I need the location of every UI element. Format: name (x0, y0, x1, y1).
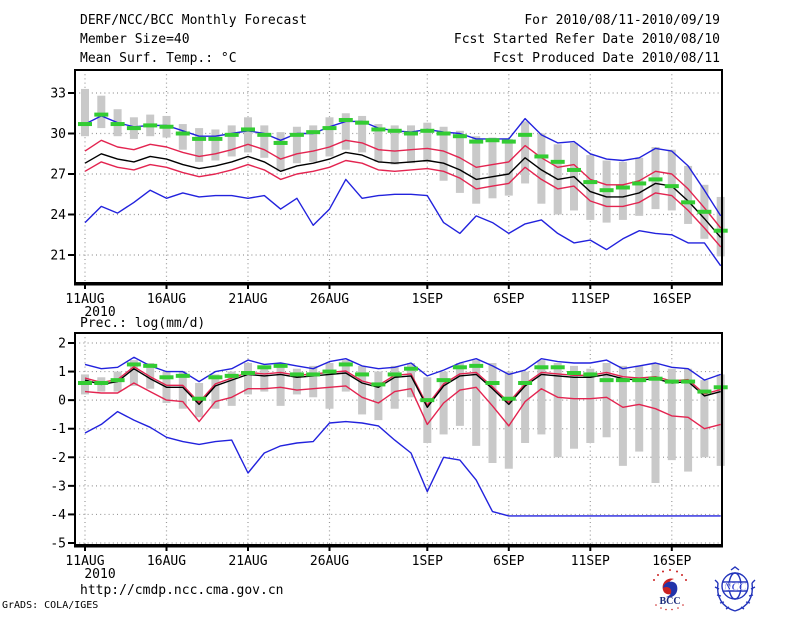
series-ensemble-mean (84, 151, 722, 238)
ncc-wreath-icon (714, 566, 756, 612)
fcst-produced-date: Fcst Produced Date 2010/08/11 (493, 51, 720, 66)
x-tick-label: 11AUG (65, 292, 104, 307)
x-axis-year-label: 2010 (84, 305, 115, 320)
y-tick-label: -1 (50, 422, 66, 437)
x-tick-label: 1SEP (412, 554, 443, 569)
y-tick-label: -2 (50, 451, 66, 466)
y-tick-label: 2 (58, 337, 66, 352)
series-mean-plus-sd (84, 366, 721, 406)
axis-tick-labels: 11AUG 16AUG 21AUG 26AUG 1SEP 6SEP 11SEP 16SEP20… (50, 337, 691, 583)
y-tick-label: 0 (58, 394, 66, 409)
plot-title: DERF/NCC/BCC Monthly Forecast (80, 13, 307, 28)
ncc-logo: NCC (714, 566, 756, 612)
x-tick-label: 16SEP (652, 554, 691, 569)
y-tick-label: 1 (58, 365, 66, 380)
bcc-swirl-icon (662, 578, 678, 598)
series-ensemble-min (84, 178, 722, 267)
ncc-logo-label: NCC (722, 581, 746, 593)
member-size-label: Member Size=40 (80, 32, 190, 47)
series-mean-minus-sd (84, 382, 721, 430)
y-tick-label: 33 (50, 87, 66, 102)
y-tick-label: 24 (50, 208, 66, 223)
y-tick-label: 27 (50, 168, 66, 183)
series-ensemble-min (84, 410, 721, 517)
x-tick-label: 16AUG (147, 292, 186, 307)
series-green-dash-overlay (78, 112, 728, 233)
surface-temperature-chart: 11AUG 16AUG 21AUG 26AUG 1SEP 6SEP 11SEP 16SEP 20… (50, 69, 728, 321)
bcc-ring-text (653, 569, 687, 611)
series-ensemble-mean (84, 368, 721, 408)
bottom-chart-variable: Prec.: log(mm/d) (80, 316, 206, 331)
x-tick-label: 11SEP (571, 292, 610, 307)
series-ensemble-max (84, 115, 722, 217)
y-tick-label: 30 (50, 127, 66, 142)
forecast-range: For 2010/08/11-2010/09/19 (524, 13, 720, 28)
precipitation-chart: 11AUG 16AUG 21AUG 26AUG 1SEP 6SEP 11SEP 16SEP20… (50, 332, 728, 583)
series-green-dash-overlay (78, 362, 728, 403)
series-mean-plus-sd (84, 139, 722, 229)
x-tick-label: 1SEP (412, 292, 443, 307)
y-tick-label: -4 (50, 508, 66, 523)
website-url: http://cmdp.ncc.cma.gov.cn (80, 583, 284, 598)
x-tick-label: 6SEP (493, 292, 524, 307)
x-tick-label: 11SEP (571, 554, 610, 569)
x-tick-label: 26AUG (310, 554, 349, 569)
axis-ticks (68, 342, 673, 551)
top-chart-variable: Mean Surf. Temp.: °C (80, 51, 237, 66)
grads-credit: GrADS: COLA/IGES (2, 600, 99, 611)
x-tick-label: 21AUG (228, 554, 267, 569)
y-tick-label: -3 (50, 479, 66, 494)
axis-ticks (68, 92, 673, 289)
x-tick-label: 21AUG (228, 292, 267, 307)
axis-tick-labels: 11AUG 16AUG 21AUG 26AUG 1SEP 6SEP 11SEP 16SEP 20… (50, 87, 691, 321)
spread-bars (81, 88, 725, 257)
bcc-logo-label: BCC (659, 596, 680, 607)
x-tick-label: 6SEP (493, 554, 524, 569)
x-axis-year-label: 2010 (84, 567, 115, 582)
series-ensemble-max (84, 356, 721, 383)
x-tick-label: 26AUG (310, 292, 349, 307)
x-tick-label: 16AUG (147, 554, 186, 569)
spread-bars (81, 360, 725, 483)
fcst-start-date: Fcst Started Refer Date 2010/08/10 (453, 32, 720, 47)
x-tick-label: 11AUG (65, 554, 104, 569)
series-mean-minus-sd (84, 159, 722, 248)
logo-area: BCC NCC (645, 565, 765, 615)
x-tick-label: 16SEP (652, 292, 691, 307)
y-tick-label: -5 (50, 536, 66, 551)
y-tick-label: 21 (50, 249, 66, 264)
bcc-logo: BCC (646, 566, 694, 614)
